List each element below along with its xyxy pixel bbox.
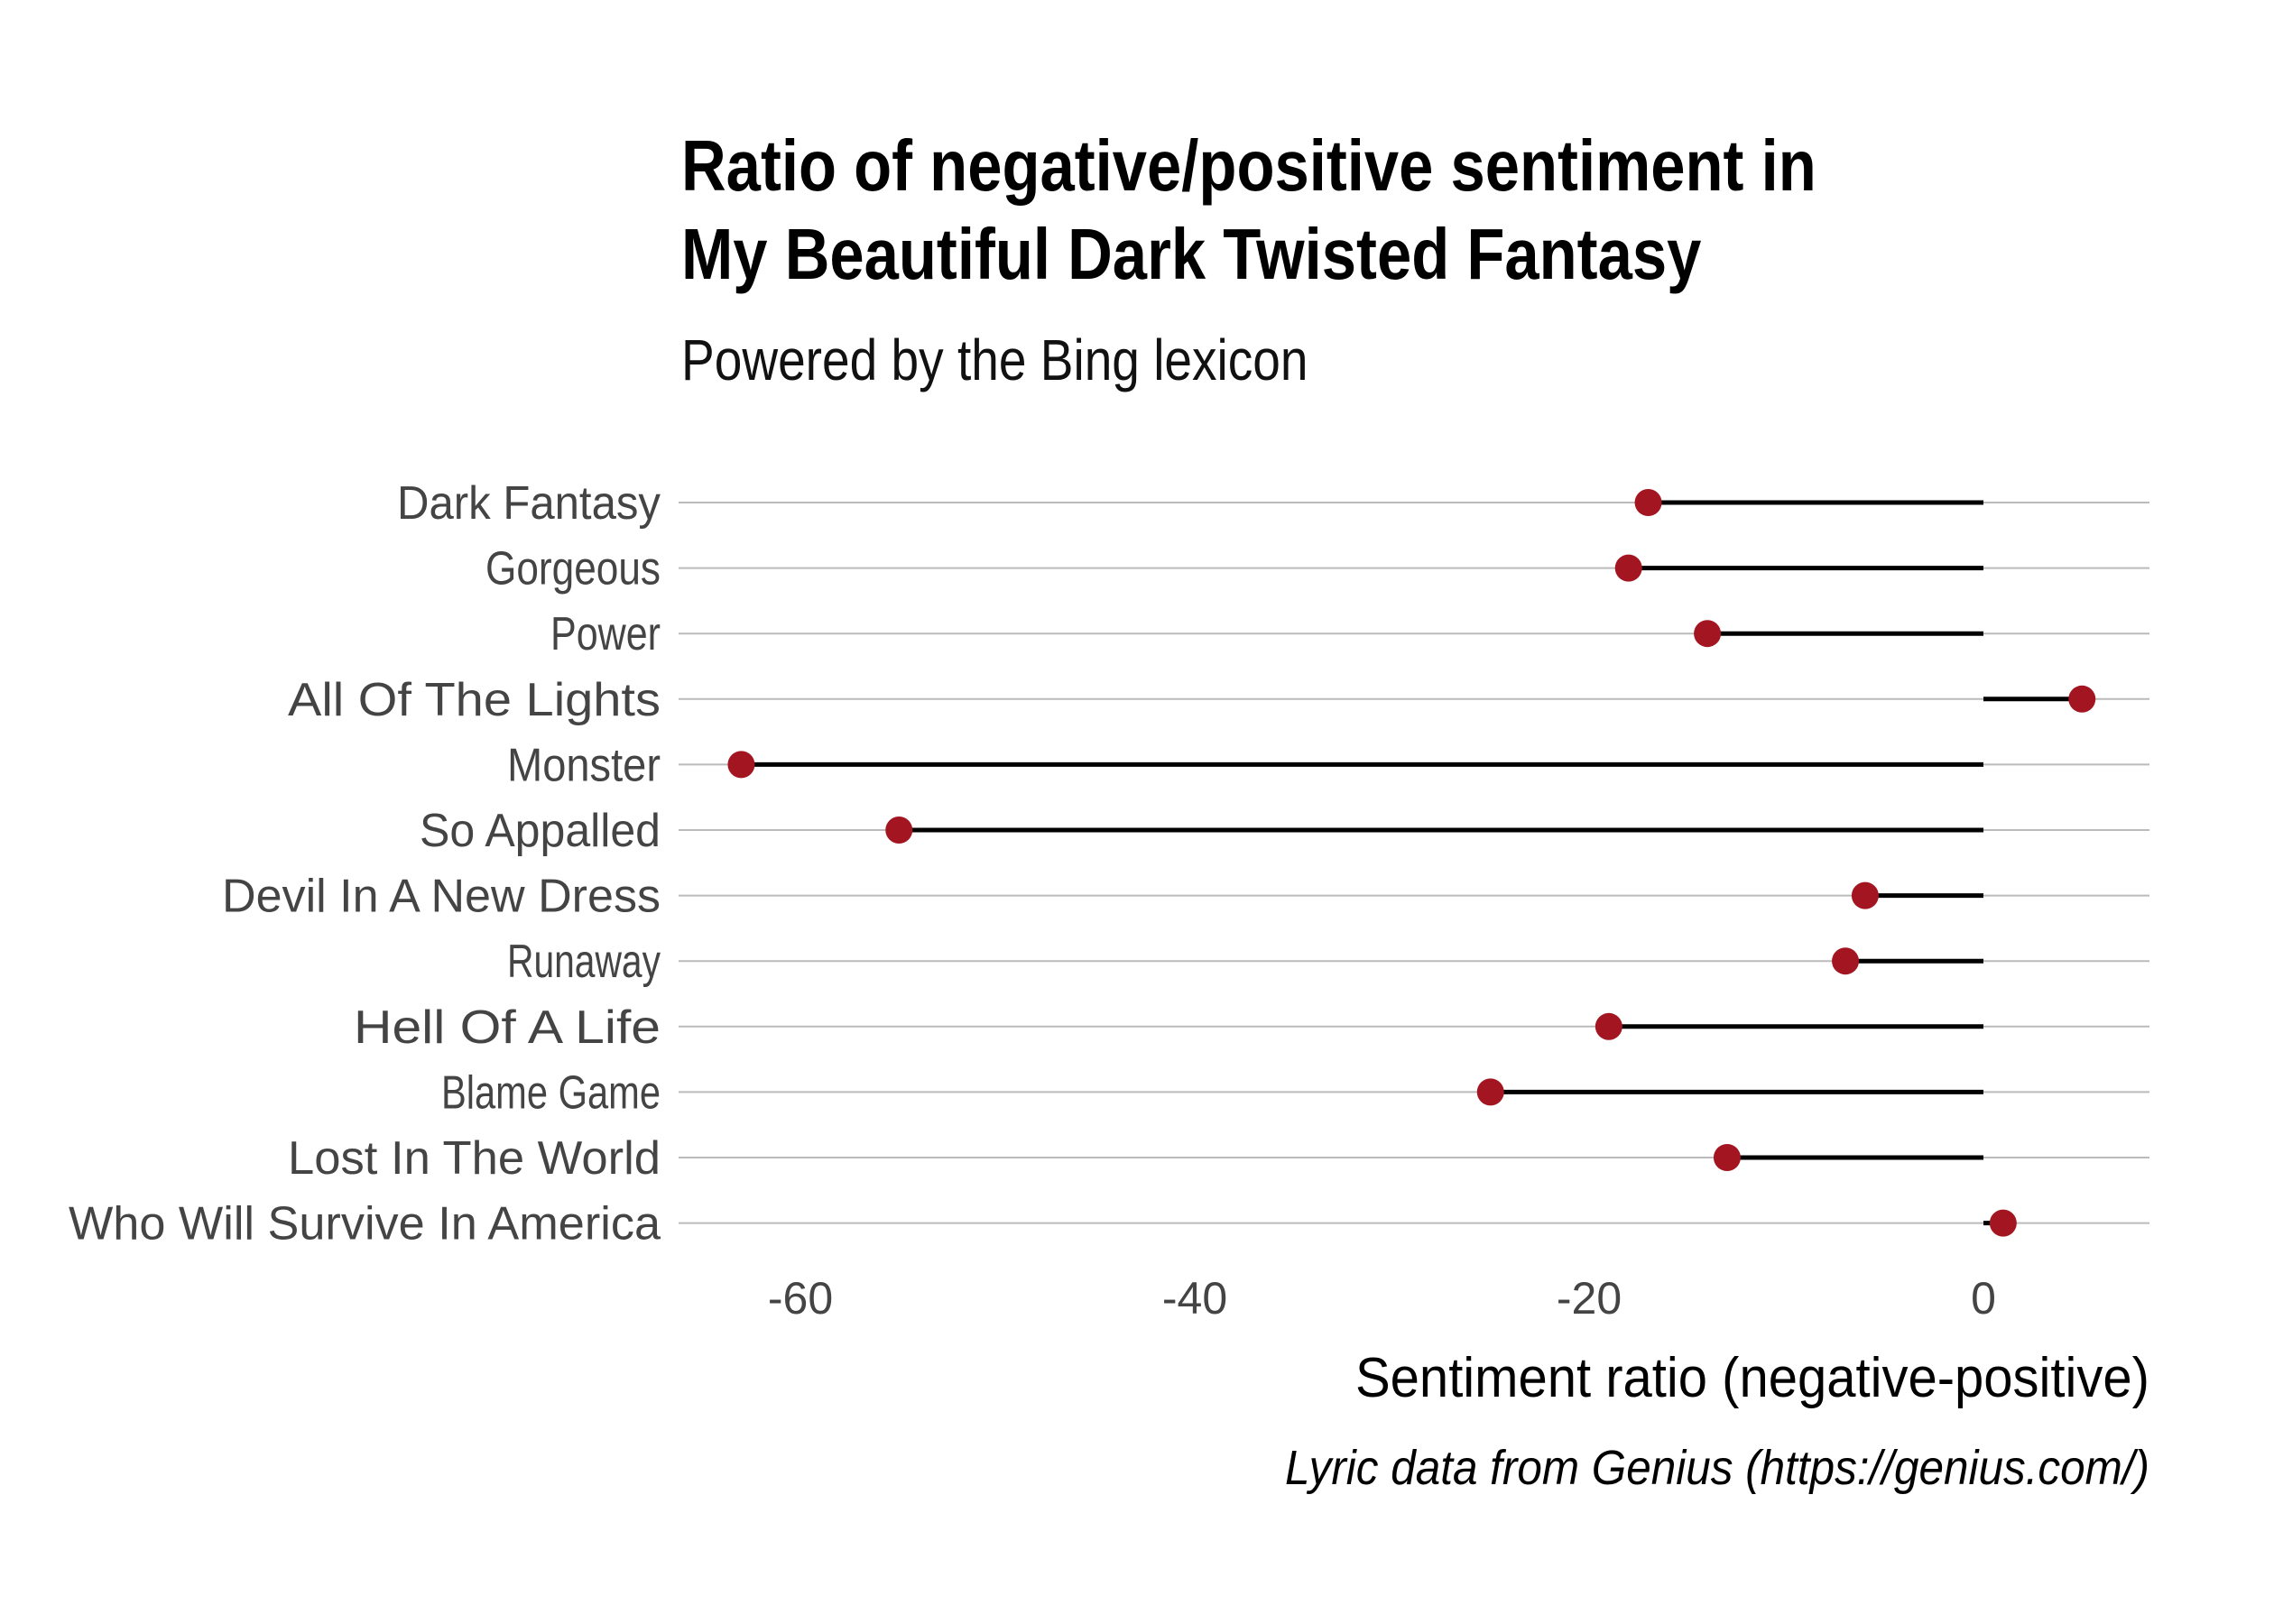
chart-caption: Lyric data from Genius (https://genius.c… [1285, 1441, 2149, 1495]
y-tick-label-lost-in-the-world: Lost In The World [288, 1132, 661, 1185]
y-tick-label-monster: Monster [507, 739, 661, 791]
segments-layer [741, 500, 2083, 1226]
chart-title-line1: Ratio of negative/positive sentiment in [681, 125, 1816, 206]
y-tick-label-dark-fantasy: Dark Fantasy [397, 477, 661, 530]
y-tick-label-blame-game: Blame Game [441, 1066, 661, 1119]
point-all-of-the-lights [2068, 685, 2096, 713]
y-tick-label-hell-of-a-life: Hell Of A Life [354, 1001, 661, 1054]
chart-title: Ratio of negative/positive sentiment in … [681, 122, 2001, 299]
point-lost-in-the-world [1713, 1144, 1741, 1171]
point-gorgeous [1614, 554, 1642, 582]
x-axis-ticks: -60 -40 -20 0 [768, 1273, 1996, 1324]
point-runaway [1832, 947, 1860, 975]
chart-title-line2: My Beautiful Dark Twisted Fantasy [681, 214, 1702, 294]
y-tick-label-gorgeous: Gorgeous [485, 543, 661, 595]
point-monster [727, 751, 755, 779]
y-tick-label-who-will-survive-in-america: Who Will Survive In America [69, 1198, 661, 1250]
y-axis-labels: Dark Fantasy Gorgeous Power All Of The Ligh… [69, 477, 661, 1250]
points-layer [727, 489, 2096, 1237]
point-who-will-survive-in-america [1989, 1209, 2017, 1237]
y-tick-label-devil-in-a-new-dress: Devil In A New Dress [222, 871, 661, 923]
point-power [1694, 620, 1722, 648]
point-so-appalled [885, 817, 913, 844]
x-tick-label-1: -40 [1162, 1273, 1227, 1324]
point-dark-fantasy [1634, 489, 1662, 516]
chart-subtitle: Powered by the Bing lexicon [681, 328, 1308, 392]
y-tick-label-runaway: Runaway [507, 936, 661, 988]
grid-layer [679, 502, 2149, 1224]
point-blame-game [1476, 1078, 1504, 1106]
point-devil-in-a-new-dress [1851, 881, 1879, 909]
x-tick-label-3: 0 [1971, 1273, 1996, 1324]
x-tick-label-2: -20 [1557, 1273, 1622, 1324]
x-tick-label-0: -60 [768, 1273, 833, 1324]
x-axis-label: Sentiment ratio (negative-positive) [1355, 1347, 2149, 1409]
y-tick-label-so-appalled: So Appalled [420, 805, 661, 857]
y-tick-label-all-of-the-lights: All Of The Lights [288, 674, 661, 726]
point-hell-of-a-life [1595, 1012, 1622, 1040]
y-tick-label-power: Power [550, 608, 661, 660]
